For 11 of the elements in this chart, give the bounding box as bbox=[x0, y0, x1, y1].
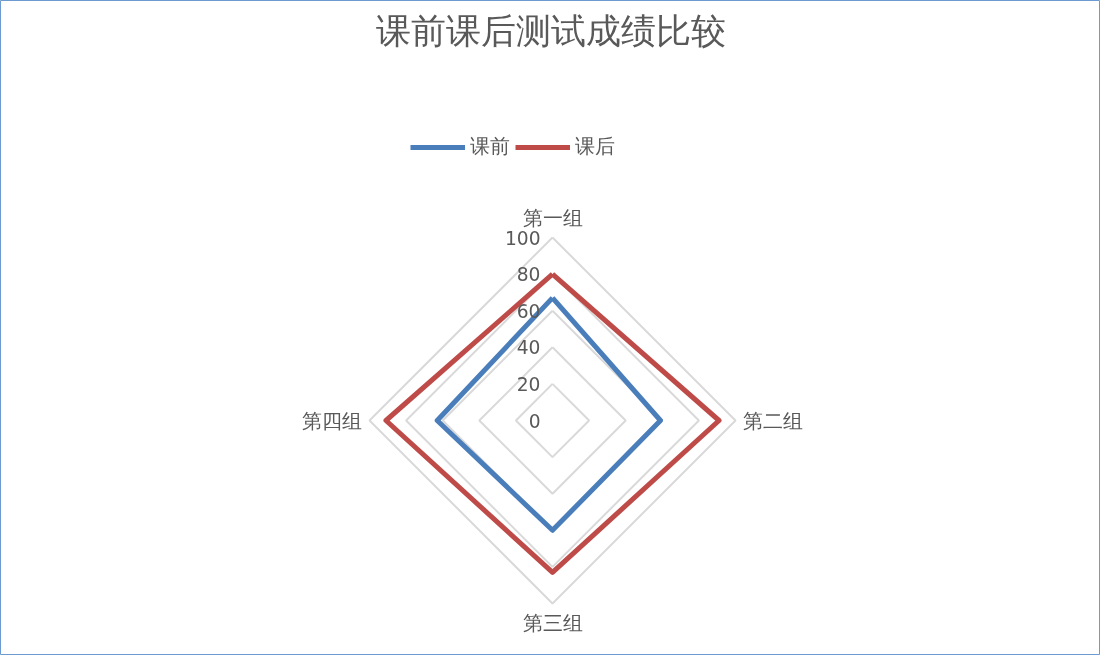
y-tick-label: 0 bbox=[528, 410, 541, 432]
chart-title: 课前课后测试成绩比较 bbox=[375, 10, 726, 51]
y-tick-label: 20 bbox=[516, 373, 541, 395]
legend-label: 课前 bbox=[470, 133, 510, 160]
legend-label: 课后 bbox=[575, 133, 615, 160]
spoke-label: 第四组 bbox=[302, 408, 363, 433]
spoke-label: 第二组 bbox=[742, 408, 803, 433]
y-tick-label: 40 bbox=[516, 337, 541, 359]
spoke-label: 第三组 bbox=[522, 610, 583, 635]
y-tick-label: 80 bbox=[516, 264, 541, 286]
y-tick-label: 60 bbox=[516, 300, 541, 322]
